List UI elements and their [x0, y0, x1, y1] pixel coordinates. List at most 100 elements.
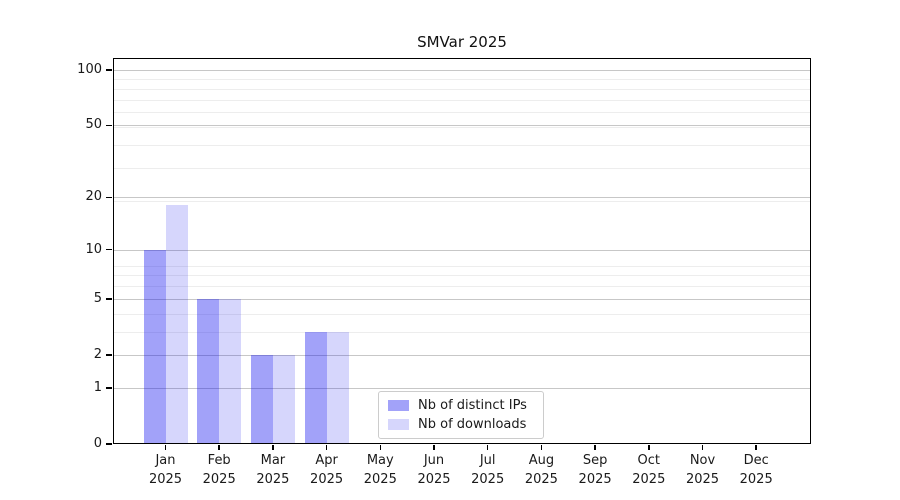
y-tick-label: 100	[77, 61, 102, 77]
x-tick-month: Apr	[315, 453, 338, 468]
y-tick	[106, 298, 112, 300]
gridline-minor	[113, 99, 811, 101]
x-tick-label: Nov 2025	[661, 451, 745, 489]
x-tick	[701, 445, 704, 450]
x-tick	[540, 445, 543, 450]
gridline-major	[113, 387, 811, 389]
x-tick-year: 2025	[578, 472, 612, 487]
x-tick-label: Apr 2025	[285, 451, 369, 489]
y-tick-label: 0	[93, 436, 102, 451]
gridline-minor	[113, 275, 811, 277]
y-tick-label: 2	[93, 346, 102, 362]
gridline-major	[113, 125, 811, 127]
gridline-minor	[113, 265, 811, 267]
x-tick-label: Sep 2025	[553, 451, 637, 489]
gridline-major	[113, 354, 811, 356]
gridline-major	[113, 197, 811, 199]
bar-distinct-ips-jan	[143, 249, 166, 444]
x-tick-month: Oct	[637, 453, 661, 468]
gridline-minor	[113, 168, 811, 170]
x-tick-year: 2025	[471, 472, 505, 487]
bar-distinct-ips-apr	[304, 331, 327, 444]
x-tick-month: Jun	[423, 453, 445, 468]
y-tick	[106, 196, 112, 199]
x-tick	[486, 445, 489, 450]
y-tick-label: 20	[85, 189, 102, 205]
legend-item-distinct-ips: Nb of distinct IPs	[388, 398, 534, 413]
x-tick-month: Mar	[260, 453, 286, 468]
x-tick-label: May 2025	[338, 451, 422, 489]
x-tick-label: Feb 2025	[177, 451, 261, 489]
legend: Nb of distinct IPs Nb of downloads	[378, 391, 544, 439]
x-tick-month: Aug	[528, 453, 555, 468]
bar-distinct-ips-feb	[197, 298, 220, 444]
x-tick-month: Sep	[582, 453, 608, 468]
legend-label-downloads: Nb of downloads	[418, 417, 527, 432]
gridline-minor	[113, 126, 811, 128]
x-tick-year: 2025	[524, 472, 558, 487]
legend-swatch-downloads-icon	[388, 419, 409, 430]
gridline-minor	[113, 286, 811, 288]
gridline-minor	[113, 145, 811, 147]
x-tick-year: 2025	[202, 472, 236, 487]
y-tick-label: 10	[85, 241, 102, 257]
gridline-minor	[113, 88, 811, 90]
gridline-minor	[113, 331, 811, 333]
x-tick	[433, 445, 435, 450]
y-tick	[106, 124, 112, 127]
bar-downloads-feb	[219, 298, 242, 444]
x-tick-year: 2025	[685, 472, 720, 487]
x-tick	[648, 445, 650, 450]
x-tick-label: Jan 2025	[124, 451, 208, 489]
y-tick-label: 50	[85, 117, 102, 133]
x-tick-year: 2025	[417, 472, 451, 487]
x-tick-year: 2025	[363, 472, 397, 487]
gridline-minor	[113, 79, 811, 81]
x-tick-month: Jul	[479, 453, 496, 468]
gridline-major	[113, 298, 811, 300]
legend-item-downloads: Nb of downloads	[388, 417, 534, 432]
x-tick-year: 2025	[310, 472, 344, 487]
x-tick-month: May	[366, 453, 394, 468]
x-tick-month: Nov	[689, 453, 716, 468]
bar-downloads-apr	[326, 331, 349, 444]
gridline-minor	[113, 313, 811, 315]
x-tick	[594, 445, 596, 450]
x-tick-month: Dec	[743, 453, 769, 468]
gridline-minor	[113, 112, 811, 114]
legend-label-distinct-ips: Nb of distinct IPs	[418, 398, 527, 413]
y-tick	[106, 443, 112, 445]
x-tick-label: Jun 2025	[392, 451, 476, 489]
y-tick-label: 5	[93, 290, 102, 306]
x-tick	[379, 445, 382, 450]
bar-downloads-mar	[272, 354, 295, 444]
legend-swatch-distinct-ips-icon	[388, 400, 409, 411]
plot-area	[113, 58, 811, 444]
chart-title: SMVar 2025	[417, 33, 507, 51]
x-tick	[164, 445, 167, 450]
bar-distinct-ips-mar	[250, 354, 273, 444]
x-tick	[325, 445, 328, 450]
x-tick-year: 2025	[256, 472, 290, 487]
y-tick	[106, 248, 112, 251]
gridline-minor	[113, 201, 811, 203]
x-tick-month: Jan	[155, 453, 176, 468]
x-tick-month: Feb	[207, 453, 231, 468]
x-tick-label: Mar 2025	[231, 451, 315, 489]
x-tick-year: 2025	[148, 472, 183, 487]
x-tick	[272, 445, 274, 450]
x-tick	[755, 445, 757, 450]
y-tick	[106, 387, 112, 389]
x-tick-label: Oct 2025	[607, 451, 691, 489]
x-tick-label: Dec 2025	[714, 451, 798, 489]
x-tick-label: Jul 2025	[446, 451, 530, 489]
y-tick	[106, 69, 112, 71]
y-tick-label: 1	[93, 379, 102, 395]
x-tick-year: 2025	[632, 472, 666, 487]
y-tick	[106, 354, 112, 356]
x-tick-label: Aug 2025	[499, 451, 583, 489]
gridline-major	[113, 249, 811, 251]
gridline-major	[113, 69, 811, 71]
bar-downloads-jan	[165, 205, 188, 444]
